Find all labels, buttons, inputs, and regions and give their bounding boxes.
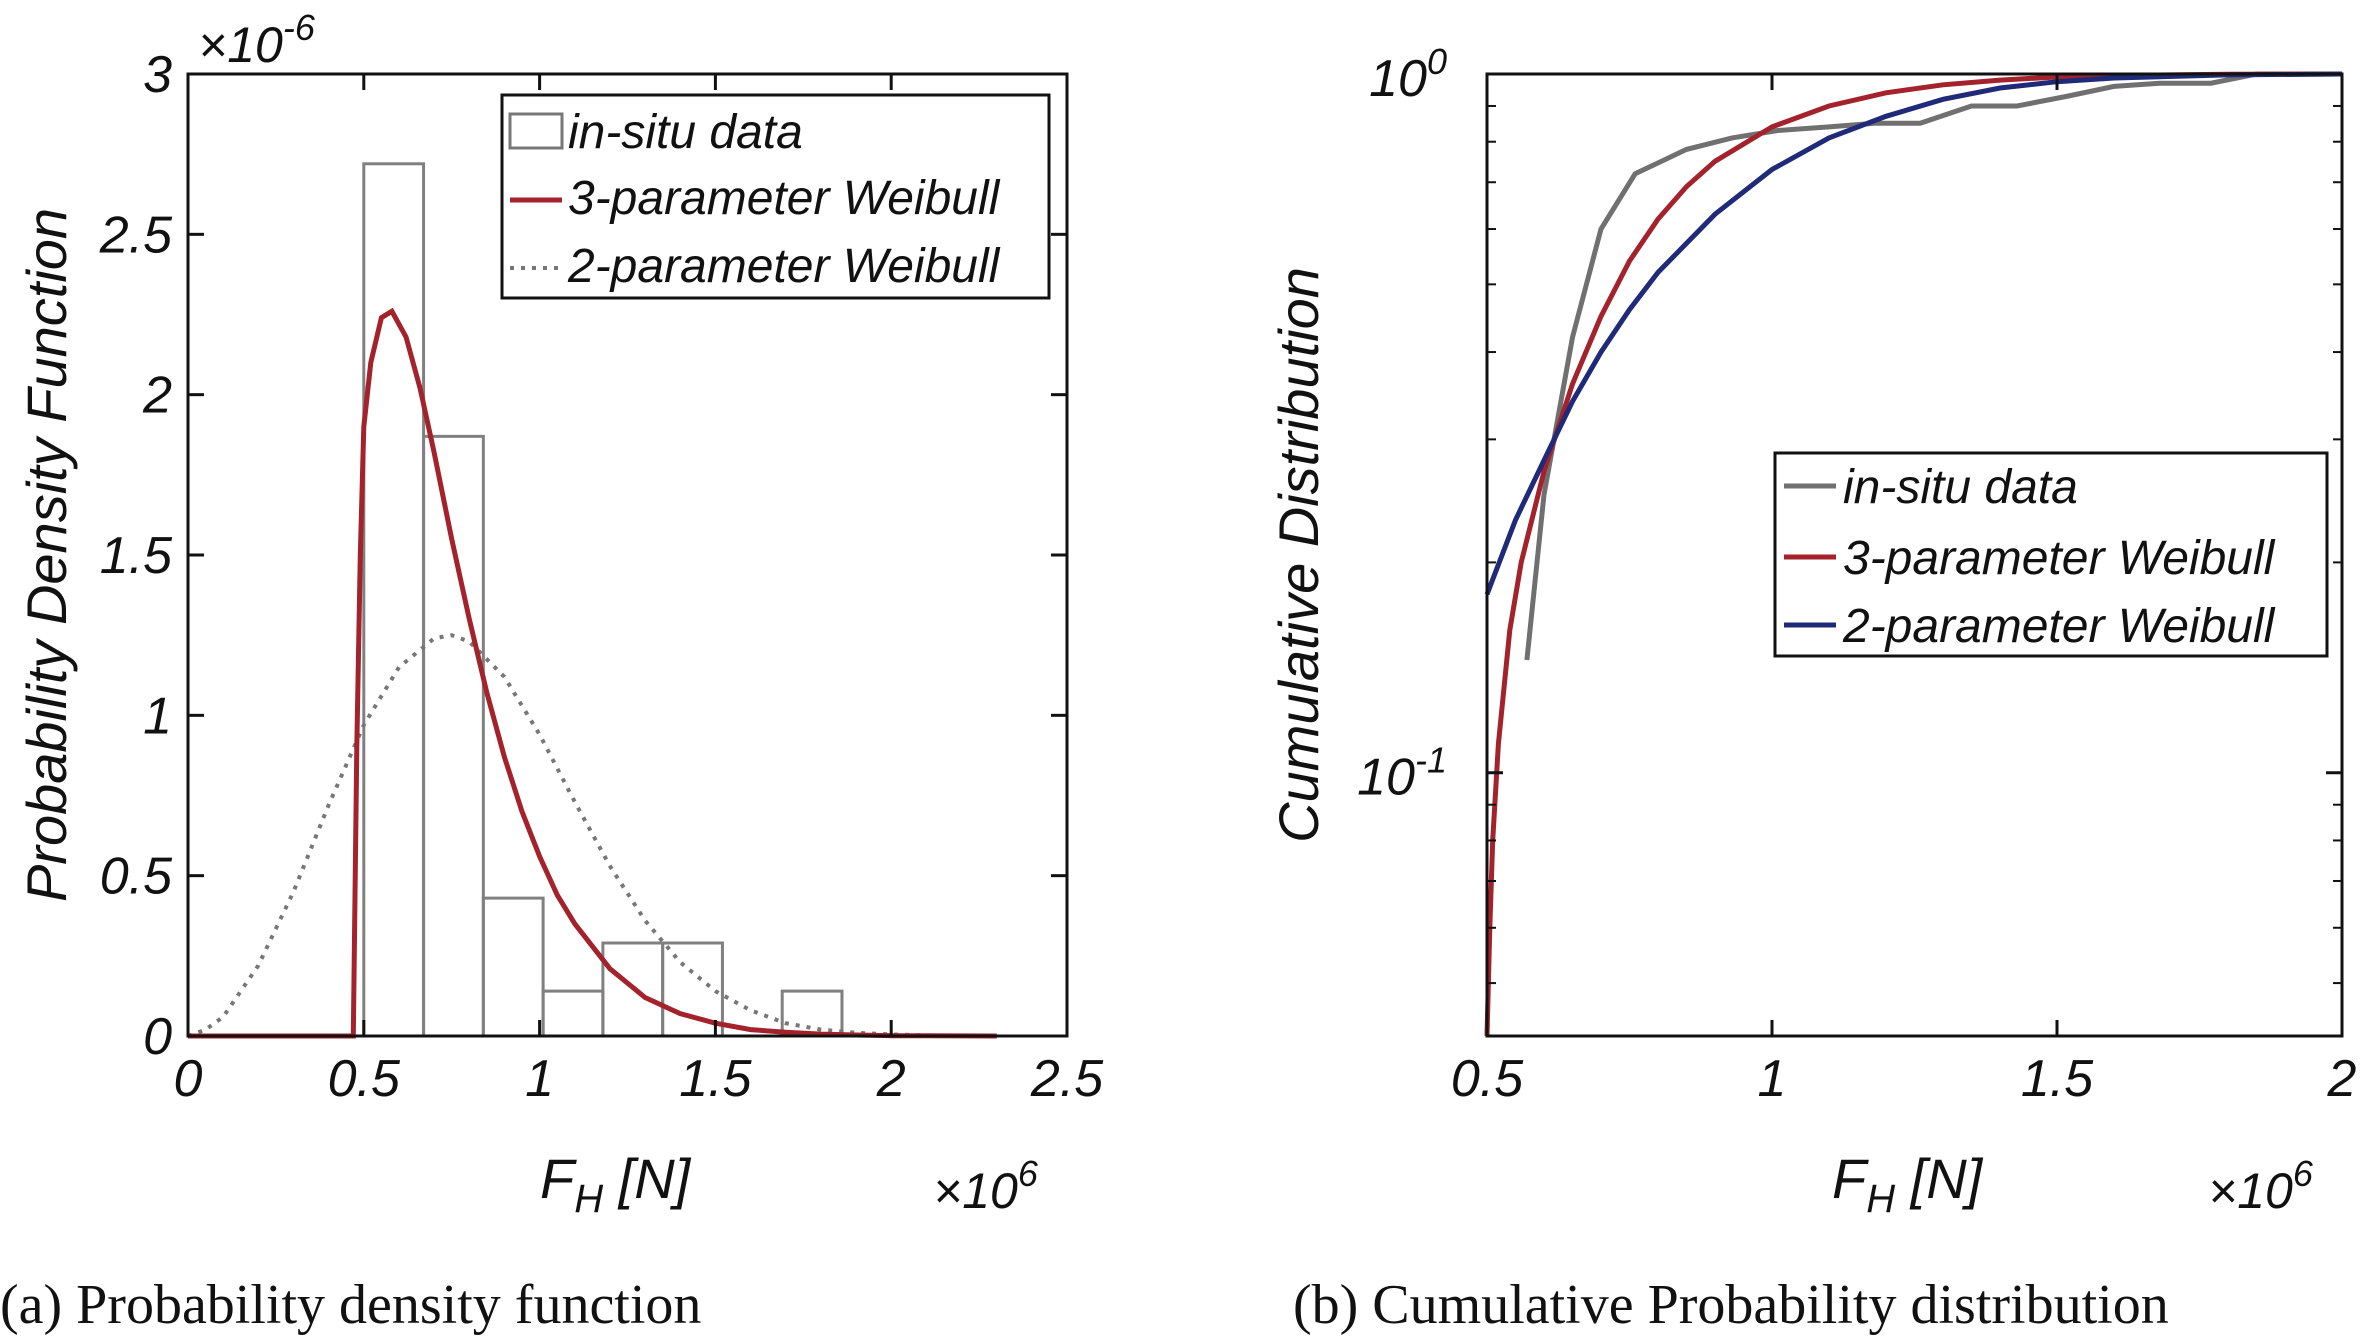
panel-b-x-multiplier: ×106 [2208, 1153, 2314, 1219]
b-xtick-label-3: 2 [2327, 1050, 2357, 1108]
a-xtick-label-4: 2 [876, 1050, 906, 1108]
panel-a-legend: in-situ data 3-parameter Weibull 2-param… [500, 93, 1051, 300]
b-xtick-label-2: 1.5 [2021, 1050, 2094, 1108]
hist-bar-1 [422, 434, 485, 1038]
a-xtick-label-3: 1.5 [679, 1050, 752, 1108]
a-ytick-label-0: 0 [143, 1008, 172, 1066]
a-ytick-label-4: 2 [142, 367, 172, 425]
hist-bar-2 [481, 896, 545, 1038]
caption-a: (a) Probability density function [0, 1274, 701, 1336]
a-ytick-label-3: 1.5 [100, 527, 173, 585]
a-ytick-label-1: 0.5 [100, 848, 173, 906]
a-xtick-label-2: 1 [525, 1050, 554, 1108]
panel-b-x-label: FH [N] [1832, 1147, 1984, 1221]
weibull-2p-curve [187, 633, 997, 1038]
legend-label-2p: 2-parameter Weibull [567, 240, 1001, 293]
a-xtick-label-0: 0 [174, 1050, 203, 1108]
b-xtick-label-0: 0.5 [1451, 1050, 1524, 1108]
a-ytick-label-2: 1 [143, 687, 172, 745]
panel-b-axes-box [1485, 72, 2344, 1038]
b-xtick-label-1: 1 [1758, 1050, 1787, 1108]
weibull-3p-curve [188, 307, 997, 1039]
hist-bar-0 [362, 162, 426, 1038]
a-ytick-label-6: 3 [143, 46, 172, 104]
panel-a-x-label: FH [N] [540, 1147, 692, 1221]
hist-bar-7 [780, 989, 844, 1038]
panel-b-legend: in-situ data 3-parameter Weibull 2-param… [1773, 451, 2329, 658]
a-xtick-label-5: 2.5 [1030, 1050, 1104, 1108]
panel-b-y-ticks: 100 10-1 [1357, 41, 2342, 985]
b-ytick-label-1: 10-1 [1357, 740, 1447, 807]
panel-b-x-ticks: 0.5 1 1.5 2 [1451, 74, 2357, 1108]
weibull-2p-cdf-curve [1484, 71, 2343, 596]
a-ytick-label-5: 2.5 [99, 206, 173, 264]
hist-bar-3 [541, 989, 605, 1038]
a-xtick-label-1: 0.5 [328, 1050, 401, 1108]
legend-label-3p: 3-parameter Weibull [568, 172, 1001, 225]
panel-a-y-ticks: 0 0.5 1 1.5 2 2.5 3 [99, 46, 1067, 1066]
legend-label-insitu: in-situ data [568, 106, 803, 159]
legend-label-3p-b: 3-parameter Weibull [1843, 532, 2276, 585]
panel-a-x-multiplier: ×106 [933, 1153, 1039, 1219]
legend-label-insitu-b: in-situ data [1843, 461, 2078, 514]
insitu-cdf-curve [1524, 71, 2342, 661]
caption-b: (b) Cumulative Probability distribution [1293, 1274, 2169, 1336]
panel-a-y-multiplier: ×10-6 [198, 7, 316, 73]
panel-b-y-label: Cumulative Distribution [1267, 267, 1330, 843]
panel-a-x-ticks: 0 0.5 1 1.5 2 2.5 [174, 74, 1104, 1108]
b-ytick-label-0: 100 [1369, 41, 1447, 108]
panel-a-chart: 0 0.5 1 1.5 2 2.5 0 0.5 1 1.5 2 2.5 3 ×10-6 ×106 FH… [15, 7, 1104, 1221]
panel-b-chart: 0.5 1 1.5 2 100 10-1 ×106 FH [N] Cumulative … [1267, 41, 2357, 1221]
legend-swatch-histogram [508, 112, 564, 150]
panel-a-y-label: Probability Density Function [15, 208, 78, 902]
weibull-3p-cdf-curve [1484, 71, 2343, 1037]
legend-label-2p-b: 2-parameter Weibull [1842, 600, 2276, 653]
